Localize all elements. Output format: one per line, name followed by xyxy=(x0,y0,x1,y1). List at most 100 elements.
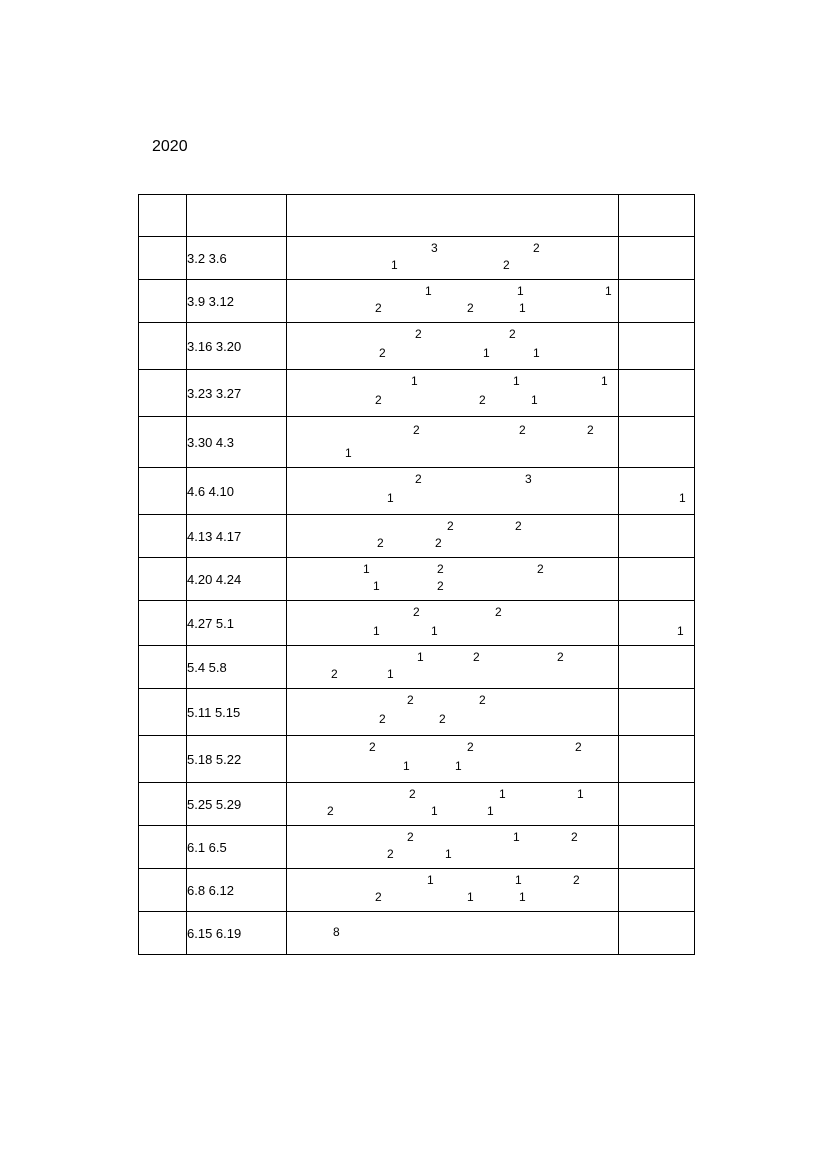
content-number: 2 xyxy=(439,713,446,725)
date-range: 3.9 3.12 xyxy=(187,294,234,309)
content-number: 1 xyxy=(513,375,520,387)
content-number: 2 xyxy=(387,848,394,860)
content-cell: 12212 xyxy=(287,558,619,601)
content-cell: 12221 xyxy=(287,646,619,689)
notes-cell xyxy=(619,736,695,783)
table-row: 3.9 3.12111221 xyxy=(139,280,695,323)
content-number: 2 xyxy=(369,741,376,753)
date-range-cell: 3.9 3.12 xyxy=(187,280,287,323)
table-body: 3.2 3.632123.9 3.121112213.16 3.20222113… xyxy=(139,237,695,955)
content-number: 2 xyxy=(479,394,486,406)
row-index-cell xyxy=(139,370,187,417)
content-number: 2 xyxy=(407,831,414,843)
date-range: 5.11 5.15 xyxy=(187,705,240,720)
notes-cell: 1 xyxy=(619,468,695,515)
notes-number: 1 xyxy=(679,492,686,504)
content-number: 1 xyxy=(431,625,438,637)
row-index-cell xyxy=(139,736,187,783)
date-range: 4.20 4.24 xyxy=(187,572,241,587)
content-number: 2 xyxy=(537,563,544,575)
table-row: 3.30 4.32221 xyxy=(139,417,695,468)
content-number: 2 xyxy=(377,537,384,549)
row-index-cell xyxy=(139,515,187,558)
content-cell: 2221 xyxy=(287,417,619,468)
content-number: 2 xyxy=(415,473,422,485)
table-row: 5.25 5.29211211 xyxy=(139,783,695,826)
content-number: 8 xyxy=(333,926,340,938)
date-range: 4.6 4.10 xyxy=(187,484,234,499)
date-range-cell: 3.16 3.20 xyxy=(187,323,287,370)
date-range: 6.1 6.5 xyxy=(187,840,227,855)
date-range-cell: 4.13 4.17 xyxy=(187,515,287,558)
content-number: 2 xyxy=(435,537,442,549)
notes-cell: 1 xyxy=(619,601,695,646)
table-row: 6.1 6.521221 xyxy=(139,826,695,869)
row-index-cell xyxy=(139,912,187,955)
content-number: 3 xyxy=(431,242,438,254)
date-range: 4.13 4.17 xyxy=(187,529,241,544)
content-number: 2 xyxy=(327,805,334,817)
content-cell: 8 xyxy=(287,912,619,955)
date-range-cell: 6.8 6.12 xyxy=(187,869,287,912)
content-number: 1 xyxy=(517,285,524,297)
content-number: 2 xyxy=(415,328,422,340)
row-index-cell xyxy=(139,280,187,323)
date-range: 4.27 5.1 xyxy=(187,616,234,631)
content-number: 1 xyxy=(373,580,380,592)
content-cell: 111221 xyxy=(287,370,619,417)
content-number: 1 xyxy=(431,805,438,817)
date-range: 3.23 3.27 xyxy=(187,386,241,401)
content-number: 1 xyxy=(425,285,432,297)
notes-cell xyxy=(619,869,695,912)
date-range-cell: 6.15 6.19 xyxy=(187,912,287,955)
content-number: 1 xyxy=(391,259,398,271)
table-row: 6.8 6.12112211 xyxy=(139,869,695,912)
content-number: 2 xyxy=(467,741,474,753)
table-row: 3.16 3.2022211 xyxy=(139,323,695,370)
header-cell xyxy=(287,195,619,237)
date-range-cell: 4.27 5.1 xyxy=(187,601,287,646)
content-number: 2 xyxy=(413,424,420,436)
table-row: 4.6 4.102311 xyxy=(139,468,695,515)
content-number: 2 xyxy=(407,694,414,706)
notes-cell xyxy=(619,912,695,955)
content-number: 2 xyxy=(409,788,416,800)
notes-cell xyxy=(619,280,695,323)
date-range-cell: 5.4 5.8 xyxy=(187,646,287,689)
date-range: 3.30 4.3 xyxy=(187,435,234,450)
header-cell xyxy=(619,195,695,237)
row-index-cell xyxy=(139,468,187,515)
content-cell: 22211 xyxy=(287,323,619,370)
content-number: 2 xyxy=(379,347,386,359)
content-number: 2 xyxy=(375,891,382,903)
content-number: 2 xyxy=(495,606,502,618)
table-row: 3.23 3.27111221 xyxy=(139,370,695,417)
content-number: 2 xyxy=(533,242,540,254)
notes-cell xyxy=(619,323,695,370)
table-row: 5.11 5.152222 xyxy=(139,689,695,736)
row-index-cell xyxy=(139,689,187,736)
row-index-cell xyxy=(139,417,187,468)
row-index-cell xyxy=(139,646,187,689)
content-number: 2 xyxy=(437,580,444,592)
table-row: 4.27 5.122111 xyxy=(139,601,695,646)
content-cell: 3212 xyxy=(287,237,619,280)
content-number: 2 xyxy=(473,651,480,663)
content-number: 1 xyxy=(515,874,522,886)
notes-cell xyxy=(619,558,695,601)
date-range-cell: 3.30 4.3 xyxy=(187,417,287,468)
content-cell: 2222 xyxy=(287,689,619,736)
content-number: 2 xyxy=(331,668,338,680)
content-cell: 112211 xyxy=(287,869,619,912)
content-cell: 2222 xyxy=(287,515,619,558)
content-cell: 22211 xyxy=(287,736,619,783)
content-number: 1 xyxy=(387,492,394,504)
notes-cell xyxy=(619,826,695,869)
row-index-cell xyxy=(139,237,187,280)
content-number: 2 xyxy=(587,424,594,436)
content-number: 1 xyxy=(411,375,418,387)
content-number: 2 xyxy=(509,328,516,340)
table-header xyxy=(139,195,695,237)
content-cell: 211211 xyxy=(287,783,619,826)
content-number: 2 xyxy=(467,302,474,314)
